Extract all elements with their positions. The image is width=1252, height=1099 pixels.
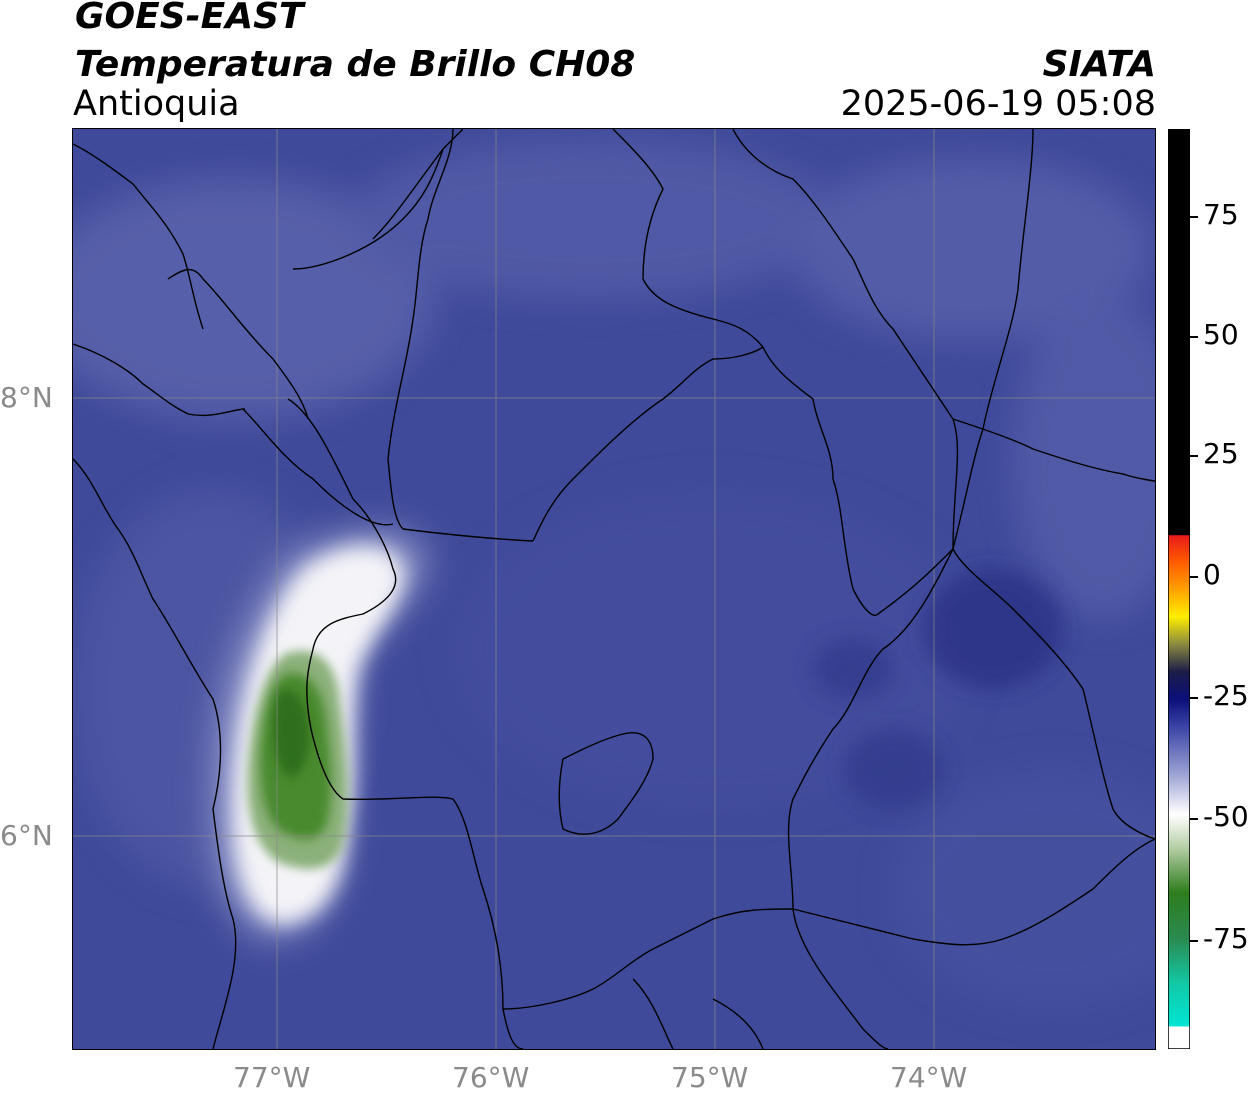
lon-label-76w: 76°W	[452, 1061, 530, 1094]
colorbar-tick	[1190, 697, 1198, 699]
colorbar-label-0: 0	[1203, 558, 1221, 591]
convective-cell	[213, 530, 426, 939]
colorbar-tick	[1190, 216, 1198, 218]
colorbar-tick	[1190, 576, 1198, 578]
lon-label-74w: 74°W	[890, 1061, 968, 1094]
region-label: Antioquia	[73, 84, 240, 124]
colorbar-tick	[1190, 336, 1198, 338]
colorbar-label-75: 75	[1203, 198, 1239, 231]
title-satellite: GOES-EAST	[75, 0, 304, 37]
colorbar-label-neg50: -50	[1203, 800, 1249, 833]
brightness-temperature-map	[73, 129, 1155, 1049]
graticule	[73, 129, 1155, 1049]
administrative-borders	[73, 129, 1155, 1049]
colorbar-label-neg25: -25	[1203, 679, 1249, 712]
lon-label-75w: 75°W	[671, 1061, 749, 1094]
colorbar-label-neg75: -75	[1203, 922, 1249, 955]
title-product: Temperatura de Brillo CH08	[75, 44, 636, 85]
colorbar-tick	[1190, 818, 1198, 820]
timestamp-label: 2025-06-19 05:08	[840, 84, 1156, 124]
colorbar	[1168, 129, 1190, 1049]
source-label: SIATA	[1042, 44, 1156, 85]
colorbar-label-50: 50	[1203, 318, 1239, 351]
colorbar-label-25: 25	[1203, 437, 1239, 470]
colorbar-tick	[1190, 455, 1198, 457]
colorbar-tick	[1190, 940, 1198, 942]
lat-label-8n: 8°N	[0, 381, 53, 414]
lon-label-77w: 77°W	[233, 1061, 311, 1094]
lat-label-6n: 6°N	[0, 819, 53, 852]
map-panel[interactable]: 8°N 6°N 77°W 76°W 75°W 74°W	[0, 129, 1155, 1094]
